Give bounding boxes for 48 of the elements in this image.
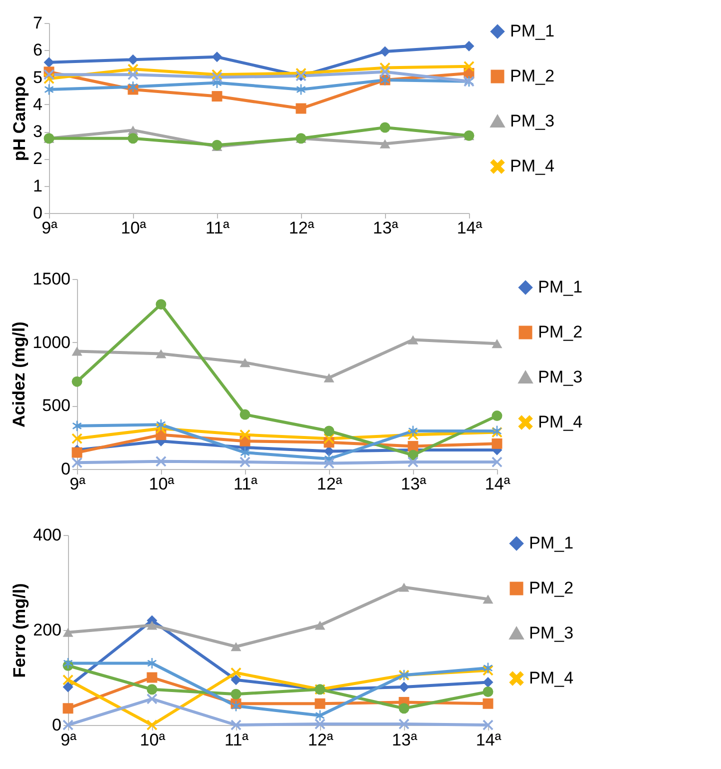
x-tick-label: 13ª — [400, 474, 427, 494]
legend-label: PM_4 — [510, 156, 554, 176]
y-tick-label: 4 — [33, 94, 42, 114]
y-axis-title: Acidez (mg/l) — [10, 322, 29, 428]
x-tick-label: 14ª — [484, 474, 511, 494]
x-tick-label: 13ª — [372, 218, 399, 238]
x-tick-label: 13ª — [392, 730, 418, 750]
legend-label: PM_2 — [529, 578, 574, 598]
y-tick-label: 1 — [33, 176, 42, 196]
legend-label: PM_2 — [538, 322, 582, 342]
x-tick-label: 12ª — [288, 218, 315, 238]
y-axis-title: pH Campo — [10, 76, 30, 161]
x-tick-label: 12ª — [308, 730, 334, 750]
y-tick-label: 2 — [33, 149, 42, 168]
y-tick-label: 7 — [33, 14, 42, 32]
x-tick-label: 9ª — [70, 474, 86, 494]
y-tick-label: 0 — [33, 204, 42, 222]
x-tick-label: 9ª — [42, 218, 58, 238]
x-tick-label: 10ª — [120, 218, 147, 238]
legend-label: PM_2 — [510, 66, 554, 86]
x-tick-label: 14ª — [476, 730, 502, 750]
y-tick-label: 6 — [33, 40, 42, 60]
legend-label: PM_3 — [510, 112, 554, 130]
y-tick-label: 3 — [33, 122, 42, 142]
legend-label: PM_1 — [510, 22, 554, 40]
x-tick-label: 10ª — [140, 730, 166, 750]
legend-label: PM_1 — [529, 534, 574, 552]
legend-label: PM_4 — [529, 668, 574, 688]
legend-label: PM_3 — [538, 368, 582, 386]
y-tick-label: 400 — [33, 526, 62, 544]
y-tick-label: 200 — [33, 620, 62, 640]
y-tick-label: 1500 — [32, 270, 70, 288]
x-tick-label: 9ª — [60, 730, 78, 750]
y-tick-label: 0 — [61, 460, 70, 478]
x-tick-label: 12ª — [316, 474, 343, 494]
x-tick-label: 11ª — [234, 474, 258, 494]
y-tick-label: 500 — [42, 396, 70, 416]
y-tick-label: 5 — [33, 68, 42, 87]
x-tick-label: 14ª — [456, 218, 483, 238]
legend-label: PM_1 — [538, 278, 582, 296]
legend-label: PM_3 — [529, 624, 574, 642]
x-tick-label: 11ª — [206, 218, 230, 238]
y-tick-label: 0 — [52, 716, 62, 734]
y-axis-title: Ferro (mg/l) — [10, 583, 30, 678]
x-tick-label: 11ª — [224, 730, 250, 750]
y-tick-label: 1000 — [32, 332, 70, 352]
x-tick-label: 10ª — [148, 474, 175, 494]
legend-label: PM_4 — [538, 412, 582, 432]
